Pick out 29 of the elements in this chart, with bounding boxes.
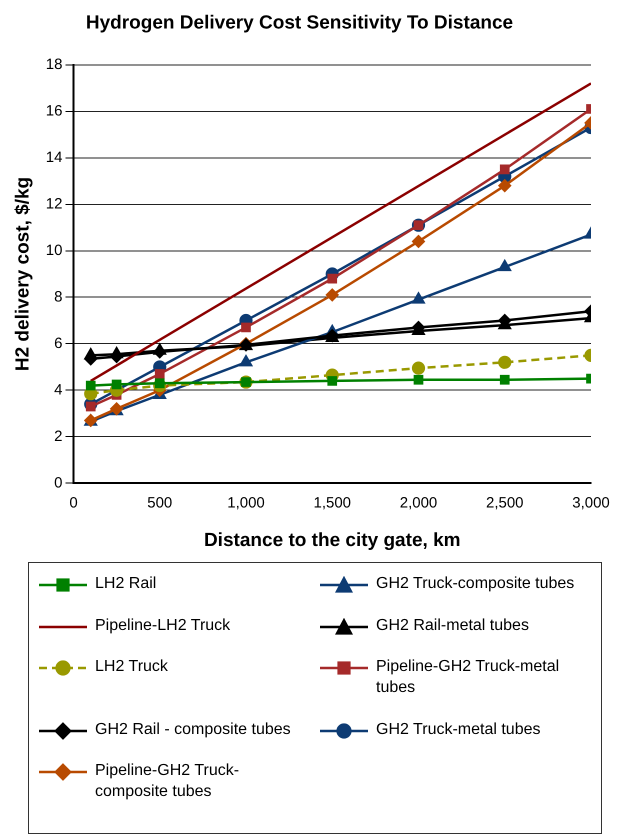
legend-label: LH2 Truck	[95, 657, 168, 678]
x-tick-label: 2,500	[486, 494, 524, 512]
y-tick-label: 6	[54, 334, 62, 352]
y-tick-label: 18	[46, 56, 62, 73]
y-tick-label: 8	[54, 288, 62, 306]
x-tick-label: 500	[147, 494, 172, 512]
y-axis-title: H2 delivery cost, $/kg	[12, 176, 34, 372]
legend-label: GH2 Rail-metal tubes	[376, 616, 529, 636]
y-tick-label: 2	[54, 428, 62, 445]
y-tick-label: 4	[54, 381, 62, 398]
x-tick-label: 3,000	[572, 494, 610, 512]
legend-label: Pipeline-GH2 Truck-composite tubes	[95, 761, 240, 802]
legend-label: GH2 Truck-metal tubes	[376, 720, 540, 740]
legend-label: LH2 Rail	[95, 574, 156, 594]
y-tick-label: 12	[46, 195, 62, 212]
y-tick-label: 14	[46, 148, 62, 166]
y-tick-label: 0	[54, 474, 62, 492]
x-tick-label: 0	[69, 494, 78, 512]
x-axis-title: Distance to the city gate, km	[204, 530, 461, 551]
x-tick-label: 1,000	[227, 494, 265, 512]
x-tick-label: 2,000	[400, 494, 438, 512]
y-tick-label: 16	[46, 102, 62, 120]
legend-label: GH2 Rail - composite tubes	[95, 720, 291, 740]
y-tick-label: 10	[46, 242, 62, 259]
chart-title: Hydrogen Delivery Cost Sensitivity To Distance	[86, 12, 514, 34]
legend-label: Pipeline-GH2 Truck-metal tubes	[376, 657, 560, 698]
legend-label: GH2 Truck-composite tubes	[376, 574, 574, 594]
x-tick-label: 1,500	[313, 494, 352, 512]
legend-label: Pipeline-LH2 Truck	[95, 616, 230, 636]
